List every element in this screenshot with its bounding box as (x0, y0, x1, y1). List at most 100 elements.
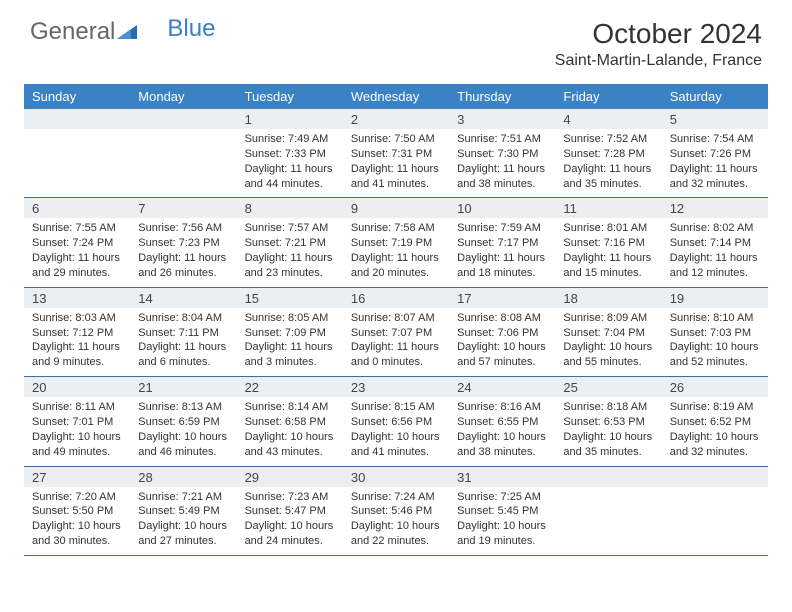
sunrise-text: Sunrise: 7:20 AM (32, 490, 122, 505)
day-number (24, 109, 130, 129)
day-content: Sunrise: 8:03 AMSunset: 7:12 PMDaylight:… (24, 308, 130, 376)
sunset-text: Sunset: 5:46 PM (351, 504, 441, 519)
day-content: Sunrise: 8:19 AMSunset: 6:52 PMDaylight:… (662, 397, 768, 465)
day-number: 2 (343, 109, 449, 129)
sunset-text: Sunset: 7:21 PM (245, 236, 335, 251)
day-content: Sunrise: 7:52 AMSunset: 7:28 PMDaylight:… (555, 129, 661, 197)
day-cell: 8Sunrise: 7:57 AMSunset: 7:21 PMDaylight… (237, 198, 343, 286)
day-number: 29 (237, 467, 343, 487)
day-number: 12 (662, 198, 768, 218)
day-content: Sunrise: 7:20 AMSunset: 5:50 PMDaylight:… (24, 487, 130, 555)
day-number: 18 (555, 288, 661, 308)
day-number: 25 (555, 377, 661, 397)
daylight-text: Daylight: 11 hours and 20 minutes. (351, 251, 441, 281)
day-content: Sunrise: 7:58 AMSunset: 7:19 PMDaylight:… (343, 218, 449, 286)
sunrise-text: Sunrise: 7:57 AM (245, 221, 335, 236)
daylight-text: Daylight: 10 hours and 49 minutes. (32, 430, 122, 460)
day-content: Sunrise: 8:05 AMSunset: 7:09 PMDaylight:… (237, 308, 343, 376)
sunset-text: Sunset: 7:04 PM (563, 326, 653, 341)
logo: General Blue (30, 18, 215, 46)
calendar: Sunday Monday Tuesday Wednesday Thursday… (24, 84, 768, 556)
day-number (662, 467, 768, 487)
sunset-text: Sunset: 5:49 PM (138, 504, 228, 519)
daylight-text: Daylight: 10 hours and 22 minutes. (351, 519, 441, 549)
sunrise-text: Sunrise: 8:11 AM (32, 400, 122, 415)
day-cell: 5Sunrise: 7:54 AMSunset: 7:26 PMDaylight… (662, 109, 768, 197)
daylight-text: Daylight: 10 hours and 43 minutes. (245, 430, 335, 460)
day-content: Sunrise: 8:02 AMSunset: 7:14 PMDaylight:… (662, 218, 768, 286)
week-row: 20Sunrise: 8:11 AMSunset: 7:01 PMDayligh… (24, 377, 768, 466)
weekday-header: Thursday (449, 84, 555, 109)
day-cell: 22Sunrise: 8:14 AMSunset: 6:58 PMDayligh… (237, 377, 343, 465)
day-cell (24, 109, 130, 197)
day-number (555, 467, 661, 487)
weekday-header: Tuesday (237, 84, 343, 109)
day-content: Sunrise: 8:14 AMSunset: 6:58 PMDaylight:… (237, 397, 343, 465)
sunset-text: Sunset: 7:16 PM (563, 236, 653, 251)
day-content: Sunrise: 8:15 AMSunset: 6:56 PMDaylight:… (343, 397, 449, 465)
day-content: Sunrise: 7:21 AMSunset: 5:49 PMDaylight:… (130, 487, 236, 555)
sunrise-text: Sunrise: 8:16 AM (457, 400, 547, 415)
sunset-text: Sunset: 7:11 PM (138, 326, 228, 341)
day-cell: 1Sunrise: 7:49 AMSunset: 7:33 PMDaylight… (237, 109, 343, 197)
day-content: Sunrise: 8:07 AMSunset: 7:07 PMDaylight:… (343, 308, 449, 376)
day-cell: 12Sunrise: 8:02 AMSunset: 7:14 PMDayligh… (662, 198, 768, 286)
day-cell: 27Sunrise: 7:20 AMSunset: 5:50 PMDayligh… (24, 467, 130, 555)
sunset-text: Sunset: 7:14 PM (670, 236, 760, 251)
daylight-text: Daylight: 11 hours and 0 minutes. (351, 340, 441, 370)
day-cell: 17Sunrise: 8:08 AMSunset: 7:06 PMDayligh… (449, 288, 555, 376)
day-number (130, 109, 236, 129)
daylight-text: Daylight: 10 hours and 24 minutes. (245, 519, 335, 549)
day-cell: 19Sunrise: 8:10 AMSunset: 7:03 PMDayligh… (662, 288, 768, 376)
day-cell: 10Sunrise: 7:59 AMSunset: 7:17 PMDayligh… (449, 198, 555, 286)
day-content: Sunrise: 8:09 AMSunset: 7:04 PMDaylight:… (555, 308, 661, 376)
day-content: Sunrise: 8:13 AMSunset: 6:59 PMDaylight:… (130, 397, 236, 465)
day-content: Sunrise: 8:01 AMSunset: 7:16 PMDaylight:… (555, 218, 661, 286)
day-cell: 18Sunrise: 8:09 AMSunset: 7:04 PMDayligh… (555, 288, 661, 376)
sunrise-text: Sunrise: 7:55 AM (32, 221, 122, 236)
sunset-text: Sunset: 7:07 PM (351, 326, 441, 341)
day-number: 28 (130, 467, 236, 487)
weekday-header: Saturday (662, 84, 768, 109)
sunrise-text: Sunrise: 8:04 AM (138, 311, 228, 326)
daylight-text: Daylight: 11 hours and 9 minutes. (32, 340, 122, 370)
weekday-header: Friday (555, 84, 661, 109)
daylight-text: Daylight: 10 hours and 35 minutes. (563, 430, 653, 460)
day-content: Sunrise: 8:04 AMSunset: 7:11 PMDaylight:… (130, 308, 236, 376)
sunset-text: Sunset: 6:52 PM (670, 415, 760, 430)
sunset-text: Sunset: 6:59 PM (138, 415, 228, 430)
sunset-text: Sunset: 7:09 PM (245, 326, 335, 341)
day-cell: 31Sunrise: 7:25 AMSunset: 5:45 PMDayligh… (449, 467, 555, 555)
day-number: 7 (130, 198, 236, 218)
day-cell: 16Sunrise: 8:07 AMSunset: 7:07 PMDayligh… (343, 288, 449, 376)
day-cell: 29Sunrise: 7:23 AMSunset: 5:47 PMDayligh… (237, 467, 343, 555)
week-row: 6Sunrise: 7:55 AMSunset: 7:24 PMDaylight… (24, 198, 768, 287)
day-number: 9 (343, 198, 449, 218)
day-number: 5 (662, 109, 768, 129)
logo-text-blue: Blue (167, 15, 215, 43)
day-cell: 2Sunrise: 7:50 AMSunset: 7:31 PMDaylight… (343, 109, 449, 197)
sunset-text: Sunset: 6:53 PM (563, 415, 653, 430)
sunrise-text: Sunrise: 8:08 AM (457, 311, 547, 326)
day-number: 6 (24, 198, 130, 218)
title-block: October 2024 Saint-Martin-Lalande, Franc… (555, 18, 762, 70)
sunset-text: Sunset: 6:58 PM (245, 415, 335, 430)
sunrise-text: Sunrise: 8:01 AM (563, 221, 653, 236)
week-row: 13Sunrise: 8:03 AMSunset: 7:12 PMDayligh… (24, 288, 768, 377)
sunrise-text: Sunrise: 8:19 AM (670, 400, 760, 415)
sunrise-text: Sunrise: 7:25 AM (457, 490, 547, 505)
sunrise-text: Sunrise: 8:07 AM (351, 311, 441, 326)
day-number: 10 (449, 198, 555, 218)
day-number: 16 (343, 288, 449, 308)
week-row: 27Sunrise: 7:20 AMSunset: 5:50 PMDayligh… (24, 467, 768, 556)
logo-sail-icon (117, 20, 139, 38)
daylight-text: Daylight: 11 hours and 41 minutes. (351, 162, 441, 192)
sunset-text: Sunset: 5:47 PM (245, 504, 335, 519)
daylight-text: Daylight: 11 hours and 23 minutes. (245, 251, 335, 281)
day-content: Sunrise: 7:51 AMSunset: 7:30 PMDaylight:… (449, 129, 555, 197)
daylight-text: Daylight: 10 hours and 55 minutes. (563, 340, 653, 370)
sunrise-text: Sunrise: 8:10 AM (670, 311, 760, 326)
daylight-text: Daylight: 11 hours and 35 minutes. (563, 162, 653, 192)
day-cell (555, 467, 661, 555)
day-cell: 24Sunrise: 8:16 AMSunset: 6:55 PMDayligh… (449, 377, 555, 465)
